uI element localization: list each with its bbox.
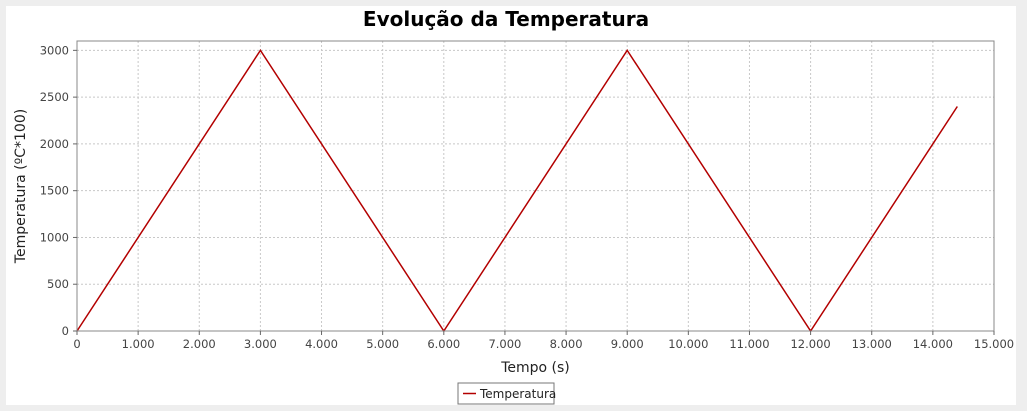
x-tick-label: 11.000 — [729, 337, 769, 351]
legend-label-temperatura: Temperatura — [479, 387, 556, 401]
x-axis: 0 1.000 2.000 3.000 4.000 5.000 6.000 7.000 8.00… — [73, 331, 1014, 351]
y-tick-label: 3000 — [40, 43, 69, 57]
series-line-temperatura — [76, 48, 958, 333]
x-tick-label: 6.000 — [427, 337, 460, 351]
x-axis-label: Tempo (s) — [500, 360, 570, 376]
x-tick-label: 8.000 — [550, 337, 583, 351]
x-tick-label: 1.000 — [122, 337, 155, 351]
chart-svg: Evolução da Temperatura 0 1.000 2.000 3.000… — [13, 7, 1014, 405]
y-tick-label: 0 — [62, 324, 69, 338]
plot-area — [76, 40, 995, 333]
y-tick-label: 1000 — [40, 230, 69, 244]
y-tick-label: 1500 — [40, 184, 69, 198]
x-tick-label: 14.000 — [913, 337, 953, 351]
x-tick-label: 3.000 — [244, 337, 277, 351]
y-tick-label: 500 — [47, 277, 69, 291]
x-tick-label: 5.000 — [366, 337, 399, 351]
y-tick-label: 2000 — [40, 137, 69, 151]
x-tick-label: 10.000 — [668, 337, 708, 351]
x-tick-label: 12.000 — [790, 337, 830, 351]
x-tick-label: 7.000 — [488, 337, 521, 351]
y-tick-label: 2500 — [40, 90, 69, 104]
chart-title: Evolução da Temperatura — [363, 7, 649, 31]
legend: Temperatura — [457, 382, 556, 405]
plot-border — [76, 40, 995, 332]
x-tick-label: 0 — [73, 337, 80, 351]
legend-box — [457, 382, 555, 405]
chart-panel: Evolução da Temperatura 0 1.000 2.000 3.000… — [6, 6, 1016, 405]
x-tick-label: 9.000 — [611, 337, 644, 351]
x-tick-label: 15.000 — [974, 337, 1014, 351]
series-lines — [76, 48, 958, 333]
x-tick-label: 4.000 — [305, 337, 338, 351]
y-axis-label: Temperatura (ºC*100) — [13, 109, 29, 264]
y-axis: 0 500 1000 1500 2000 2500 3000 — [40, 43, 77, 338]
plot-background — [77, 41, 994, 331]
x-tick-label: 13.000 — [852, 337, 892, 351]
x-tick-label: 2.000 — [183, 337, 216, 351]
